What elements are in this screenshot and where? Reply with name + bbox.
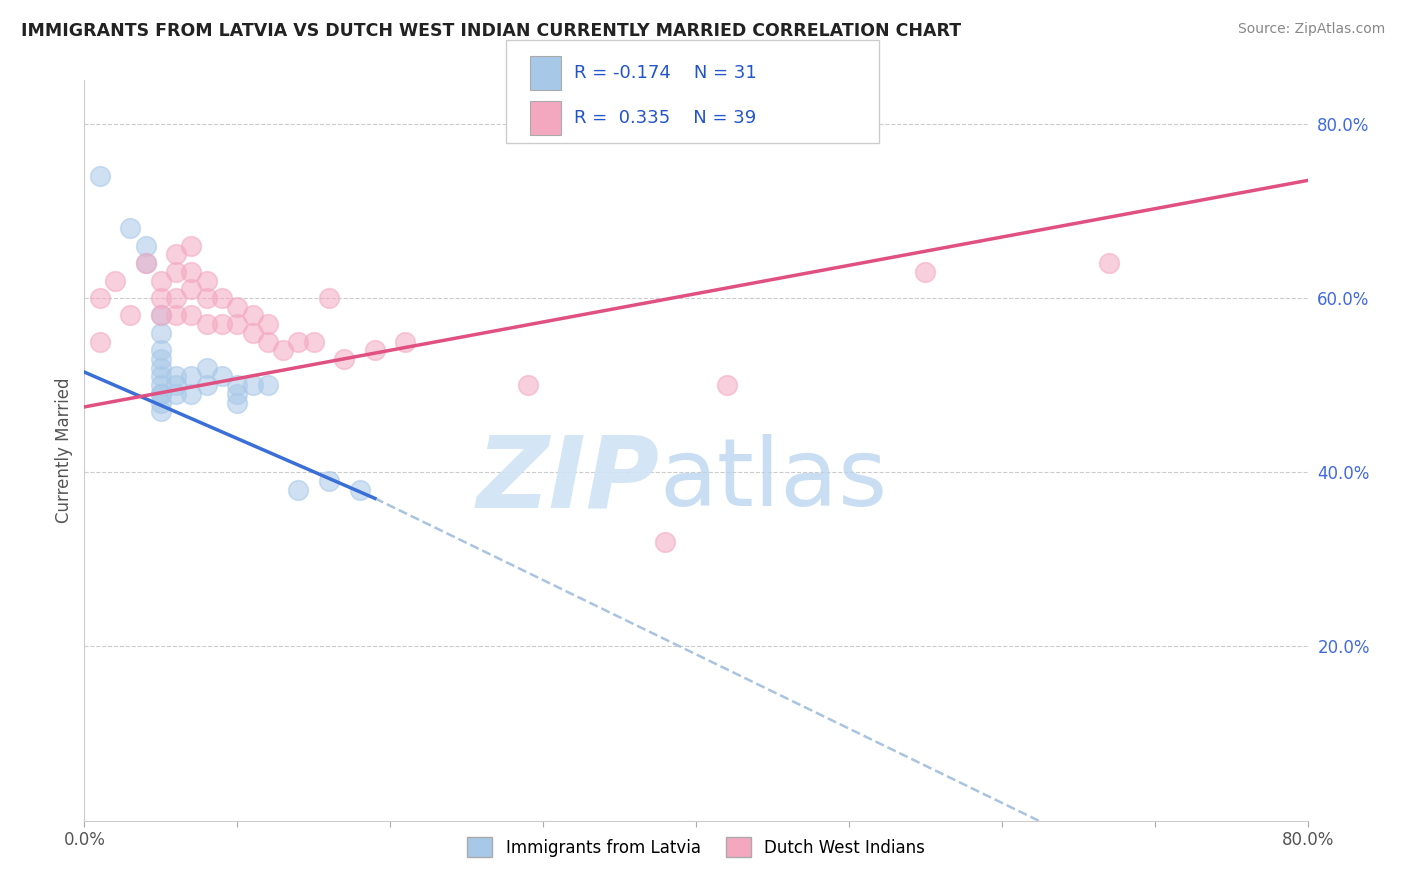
Point	[135, 239, 157, 253]
Point	[120, 309, 142, 323]
Point	[135, 256, 157, 270]
Point	[180, 239, 202, 253]
Point	[242, 378, 264, 392]
Text: Source: ZipAtlas.com: Source: ZipAtlas.com	[1237, 22, 1385, 37]
Point	[257, 378, 280, 392]
Point	[226, 378, 249, 392]
Point	[149, 309, 172, 323]
Point	[149, 351, 172, 366]
Point	[120, 221, 142, 235]
Point	[195, 291, 218, 305]
Point	[211, 291, 233, 305]
Point	[180, 282, 202, 296]
Point	[654, 535, 676, 549]
Text: R = -0.174    N = 31: R = -0.174 N = 31	[574, 63, 756, 82]
Point	[195, 317, 218, 331]
Point	[165, 265, 187, 279]
Point	[104, 274, 127, 288]
Point	[226, 395, 249, 409]
Point	[180, 369, 202, 384]
Point	[149, 369, 172, 384]
Point	[149, 309, 172, 323]
Point	[165, 291, 187, 305]
Point	[302, 334, 325, 349]
Point	[165, 387, 187, 401]
Point	[89, 334, 111, 349]
Point	[716, 378, 738, 392]
Point	[149, 274, 172, 288]
Point	[226, 300, 249, 314]
Point	[226, 317, 249, 331]
Point	[257, 334, 280, 349]
Point	[333, 351, 356, 366]
Y-axis label: Currently Married: Currently Married	[55, 377, 73, 524]
Point	[318, 291, 340, 305]
Point	[149, 404, 172, 418]
Point	[211, 317, 233, 331]
Point	[180, 309, 202, 323]
Point	[149, 395, 172, 409]
Point	[271, 343, 294, 358]
Point	[165, 369, 187, 384]
Point	[165, 247, 187, 261]
Point	[149, 291, 172, 305]
Point	[914, 265, 936, 279]
Text: atlas: atlas	[659, 434, 887, 526]
Point	[149, 387, 172, 401]
Point	[211, 369, 233, 384]
Point	[195, 274, 218, 288]
Text: IMMIGRANTS FROM LATVIA VS DUTCH WEST INDIAN CURRENTLY MARRIED CORRELATION CHART: IMMIGRANTS FROM LATVIA VS DUTCH WEST IND…	[21, 22, 962, 40]
Point	[149, 343, 172, 358]
Point	[1098, 256, 1121, 270]
Point	[135, 256, 157, 270]
Point	[180, 265, 202, 279]
Text: ZIP: ZIP	[477, 432, 659, 529]
Point	[394, 334, 416, 349]
Text: R =  0.335    N = 39: R = 0.335 N = 39	[574, 109, 756, 127]
Point	[195, 360, 218, 375]
Point	[349, 483, 371, 497]
Point	[242, 309, 264, 323]
Point	[287, 334, 309, 349]
Point	[195, 378, 218, 392]
Point	[149, 378, 172, 392]
Point	[149, 360, 172, 375]
Point	[257, 317, 280, 331]
Legend: Immigrants from Latvia, Dutch West Indians: Immigrants from Latvia, Dutch West India…	[461, 830, 931, 864]
Point	[89, 169, 111, 183]
Point	[149, 326, 172, 340]
Point	[89, 291, 111, 305]
Point	[242, 326, 264, 340]
Point	[165, 378, 187, 392]
Point	[287, 483, 309, 497]
Point	[149, 387, 172, 401]
Point	[318, 474, 340, 488]
Point	[180, 387, 202, 401]
Point	[226, 387, 249, 401]
Point	[165, 309, 187, 323]
Point	[516, 378, 538, 392]
Point	[364, 343, 387, 358]
